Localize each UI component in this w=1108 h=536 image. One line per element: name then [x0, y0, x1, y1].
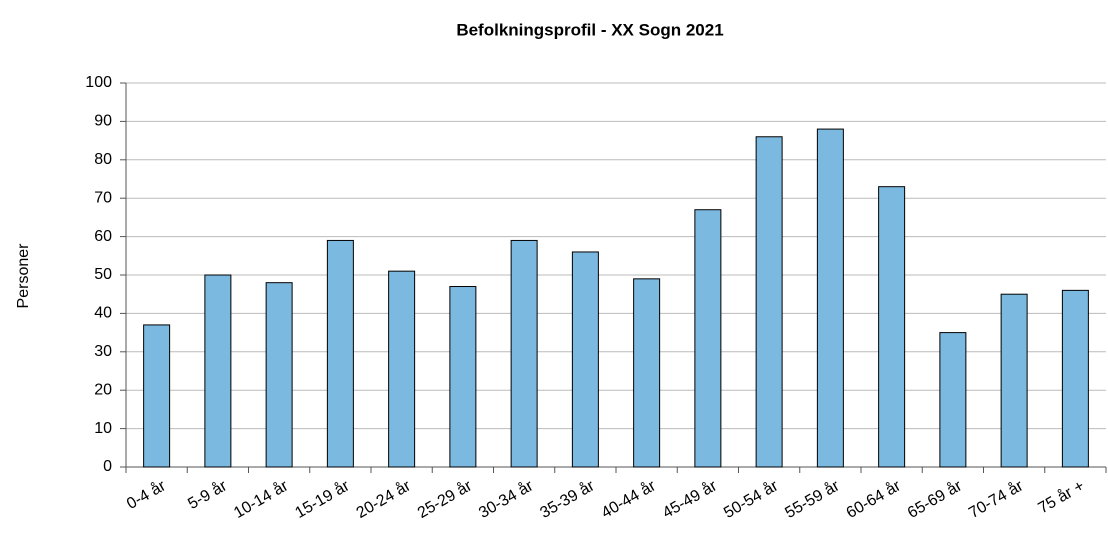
y-tick-label: 70 — [94, 189, 112, 206]
y-tick-label: 30 — [94, 343, 112, 360]
bar — [878, 186, 906, 468]
bar — [939, 332, 967, 468]
x-tick-label: 35-39 år — [537, 476, 598, 522]
y-tick-label: 0 — [103, 458, 112, 475]
y-tick-label: 50 — [94, 266, 112, 283]
x-tick-label: 5-9 år — [185, 476, 231, 513]
x-tick-label: 10-14 år — [231, 476, 292, 522]
bar — [816, 128, 844, 468]
bar — [388, 270, 416, 468]
x-tick-label: 70-74 år — [966, 476, 1027, 522]
bar — [755, 136, 783, 468]
bar — [326, 239, 354, 468]
y-tick-label: 80 — [94, 151, 112, 168]
x-tick-label: 40-44 år — [598, 476, 659, 522]
bar — [510, 239, 538, 468]
x-tick-label: 25-29 år — [414, 476, 475, 522]
x-tick-label: 75 år + — [1035, 477, 1088, 518]
x-tick-label: 30-34 år — [476, 476, 537, 522]
bar — [571, 251, 599, 468]
x-tick-label: 65-69 år — [904, 476, 965, 522]
y-tick-label: 10 — [94, 420, 112, 437]
bar — [204, 274, 232, 468]
bar — [1061, 289, 1089, 468]
bar — [143, 324, 171, 468]
y-tick-label: 20 — [94, 381, 112, 398]
y-tick-label: 90 — [94, 113, 112, 130]
x-tick-label: 20-24 år — [353, 476, 414, 522]
y-tick-label: 60 — [94, 228, 112, 245]
x-tick-label: 0-4 år — [124, 476, 170, 513]
y-tick-label: 100 — [85, 74, 112, 91]
bar — [1000, 293, 1028, 468]
x-tick-label: 50-54 år — [721, 476, 782, 522]
bar — [694, 209, 722, 468]
x-tick-label: 15-19 år — [292, 476, 353, 522]
y-axis-label: Personer — [15, 243, 32, 309]
y-tick-label: 40 — [94, 305, 112, 322]
x-tick-label: 45-49 år — [659, 476, 720, 522]
bar — [265, 282, 293, 468]
chart-title: Befolkningsprofil - XX Sogn 2021 — [456, 20, 723, 39]
x-tick-label: 55-59 år — [782, 476, 843, 522]
bar — [449, 286, 477, 468]
bar — [633, 278, 661, 468]
x-tick-label: 60-64 år — [843, 476, 904, 522]
